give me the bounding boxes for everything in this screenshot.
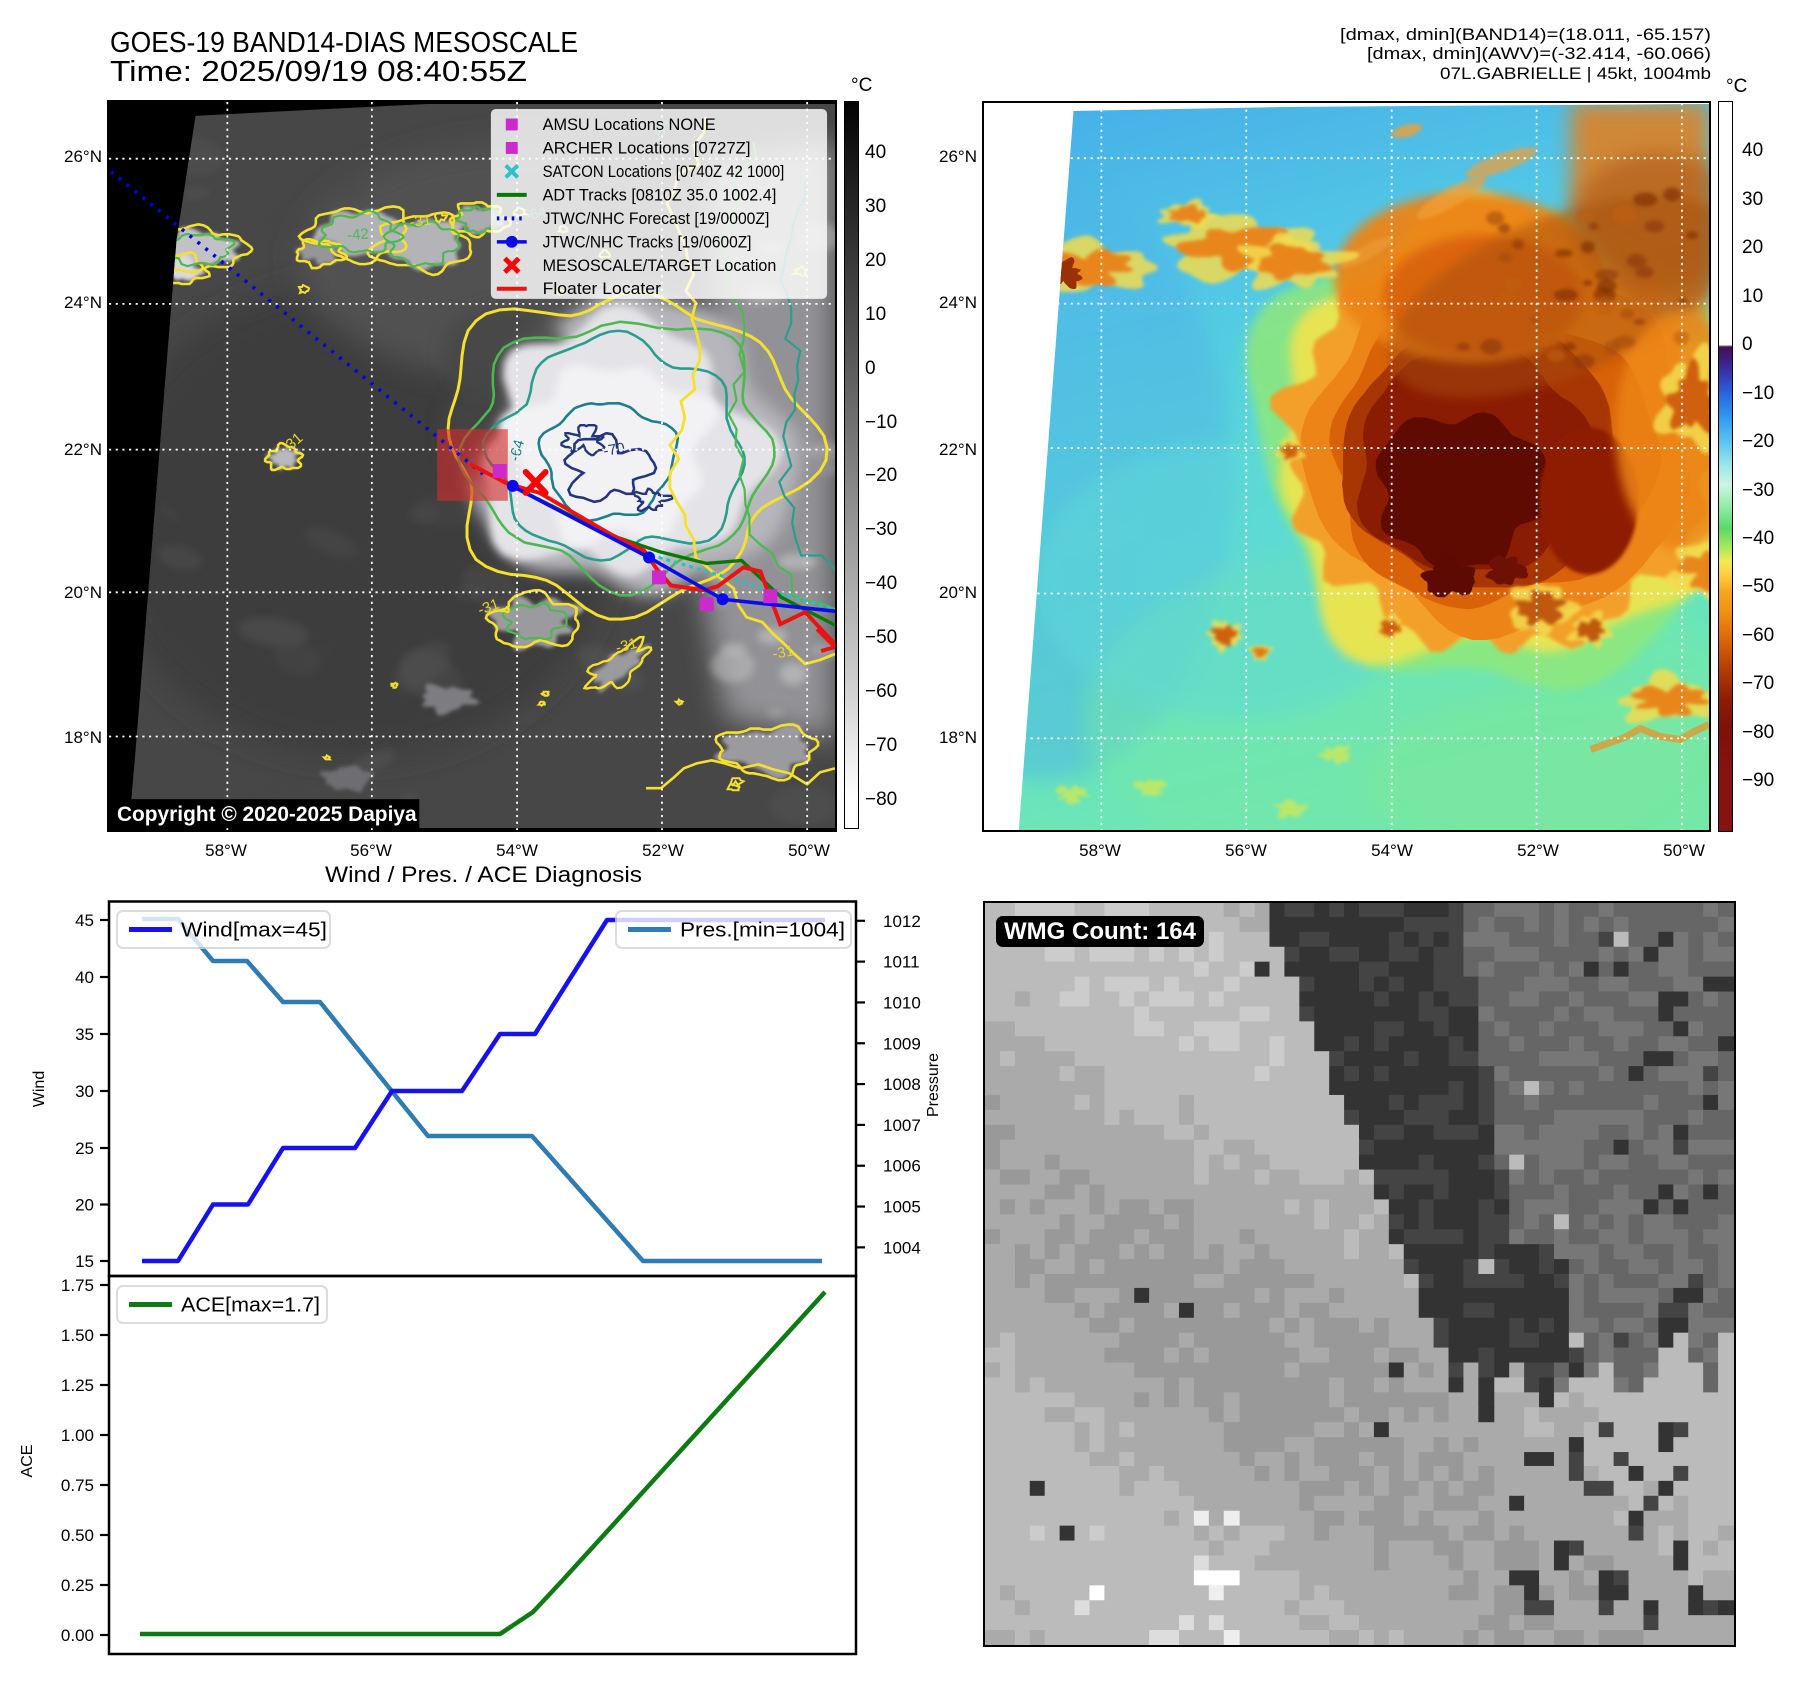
svg-text:Wind[max=45]: Wind[max=45] (181, 920, 327, 942)
svg-text:ARCHER Locations [0727Z]: ARCHER Locations [0727Z] (543, 139, 751, 157)
svg-text:1005: 1005 (883, 1198, 921, 1217)
svg-text:1011: 1011 (883, 953, 920, 972)
svg-text:JTWC/NHC Tracks [19/0600Z]: JTWC/NHC Tracks [19/0600Z] (543, 233, 752, 251)
svg-text:1.00: 1.00 (61, 1426, 94, 1445)
svg-text:35: 35 (75, 1025, 94, 1044)
svg-text:JTWC/NHC Forecast [19/0000Z]: JTWC/NHC Forecast [19/0000Z] (543, 210, 770, 228)
svg-text:0.50: 0.50 (61, 1526, 94, 1545)
svg-text:-31: -31 (614, 636, 639, 657)
svg-text:07L.GABRIELLE | 45kt, 1004mb: 07L.GABRIELLE | 45kt, 1004mb (1440, 65, 1711, 83)
svg-text:1009: 1009 (883, 1034, 921, 1053)
svg-text:25: 25 (75, 1139, 94, 1158)
svg-text:[dmax, dmin](BAND14)=(18.011,: [dmax, dmin](BAND14)=(18.011, -65.157) (1340, 26, 1711, 44)
svg-text:1004: 1004 (883, 1238, 921, 1257)
svg-text:ACE[max=1.7]: ACE[max=1.7] (181, 1295, 320, 1317)
svg-text:1.25: 1.25 (61, 1376, 94, 1395)
svg-text:-42: -42 (347, 226, 370, 244)
svg-text:1.50: 1.50 (61, 1326, 94, 1345)
svg-text:0.25: 0.25 (61, 1576, 94, 1595)
svg-text:Time: 2025/09/19 08:40:55Z: Time: 2025/09/19 08:40:55Z (110, 56, 527, 88)
svg-text:Wind: Wind (31, 1071, 48, 1107)
svg-text:1012: 1012 (883, 912, 921, 931)
svg-text:-31: -31 (476, 597, 502, 619)
svg-text:AMSU Locations NONE: AMSU Locations NONE (543, 116, 716, 134)
svg-text:-31: -31 (409, 212, 433, 231)
svg-text:[dmax, dmin](AWV)=(-32.414, -6: [dmax, dmin](AWV)=(-32.414, -60.066) (1367, 45, 1711, 63)
svg-text:1010: 1010 (883, 993, 921, 1012)
svg-text:-70: -70 (602, 440, 626, 459)
svg-text:0.75: 0.75 (61, 1476, 94, 1495)
svg-text:ACE: ACE (19, 1445, 36, 1478)
svg-text:-31: -31 (771, 643, 795, 662)
svg-text:0.00: 0.00 (61, 1626, 94, 1645)
svg-text:30: 30 (75, 1082, 94, 1101)
svg-text:1008: 1008 (883, 1075, 921, 1094)
svg-text:15: 15 (75, 1252, 94, 1271)
svg-text:45: 45 (75, 911, 94, 930)
svg-text:Pressure: Pressure (925, 1053, 942, 1117)
svg-text:GOES-19 BAND14-DIAS MESOSCALE: GOES-19 BAND14-DIAS MESOSCALE (110, 27, 578, 59)
svg-text:1.75: 1.75 (61, 1276, 94, 1295)
svg-text:MESOSCALE/TARGET Location: MESOSCALE/TARGET Location (543, 257, 777, 275)
svg-text:Wind / Pres. / ACE Diagnosis: Wind / Pres. / ACE Diagnosis (325, 862, 642, 887)
svg-text:1006: 1006 (883, 1157, 921, 1176)
svg-text:ADT Tracks [0810Z 35.0 1002.4]: ADT Tracks [0810Z 35.0 1002.4] (543, 186, 777, 204)
svg-text:1007: 1007 (883, 1116, 921, 1135)
svg-text:SATCON Locations [0740Z 42 100: SATCON Locations [0740Z 42 1000] (543, 163, 785, 181)
svg-text:20: 20 (75, 1196, 94, 1215)
svg-text:Floater Locater: Floater Locater (543, 280, 662, 298)
svg-text:Pres.[min=1004]: Pres.[min=1004] (680, 920, 845, 942)
svg-text:40: 40 (75, 968, 94, 987)
svg-text:Copyright © 2020-2025 Dapiya: Copyright © 2020-2025 Dapiya (117, 803, 417, 826)
